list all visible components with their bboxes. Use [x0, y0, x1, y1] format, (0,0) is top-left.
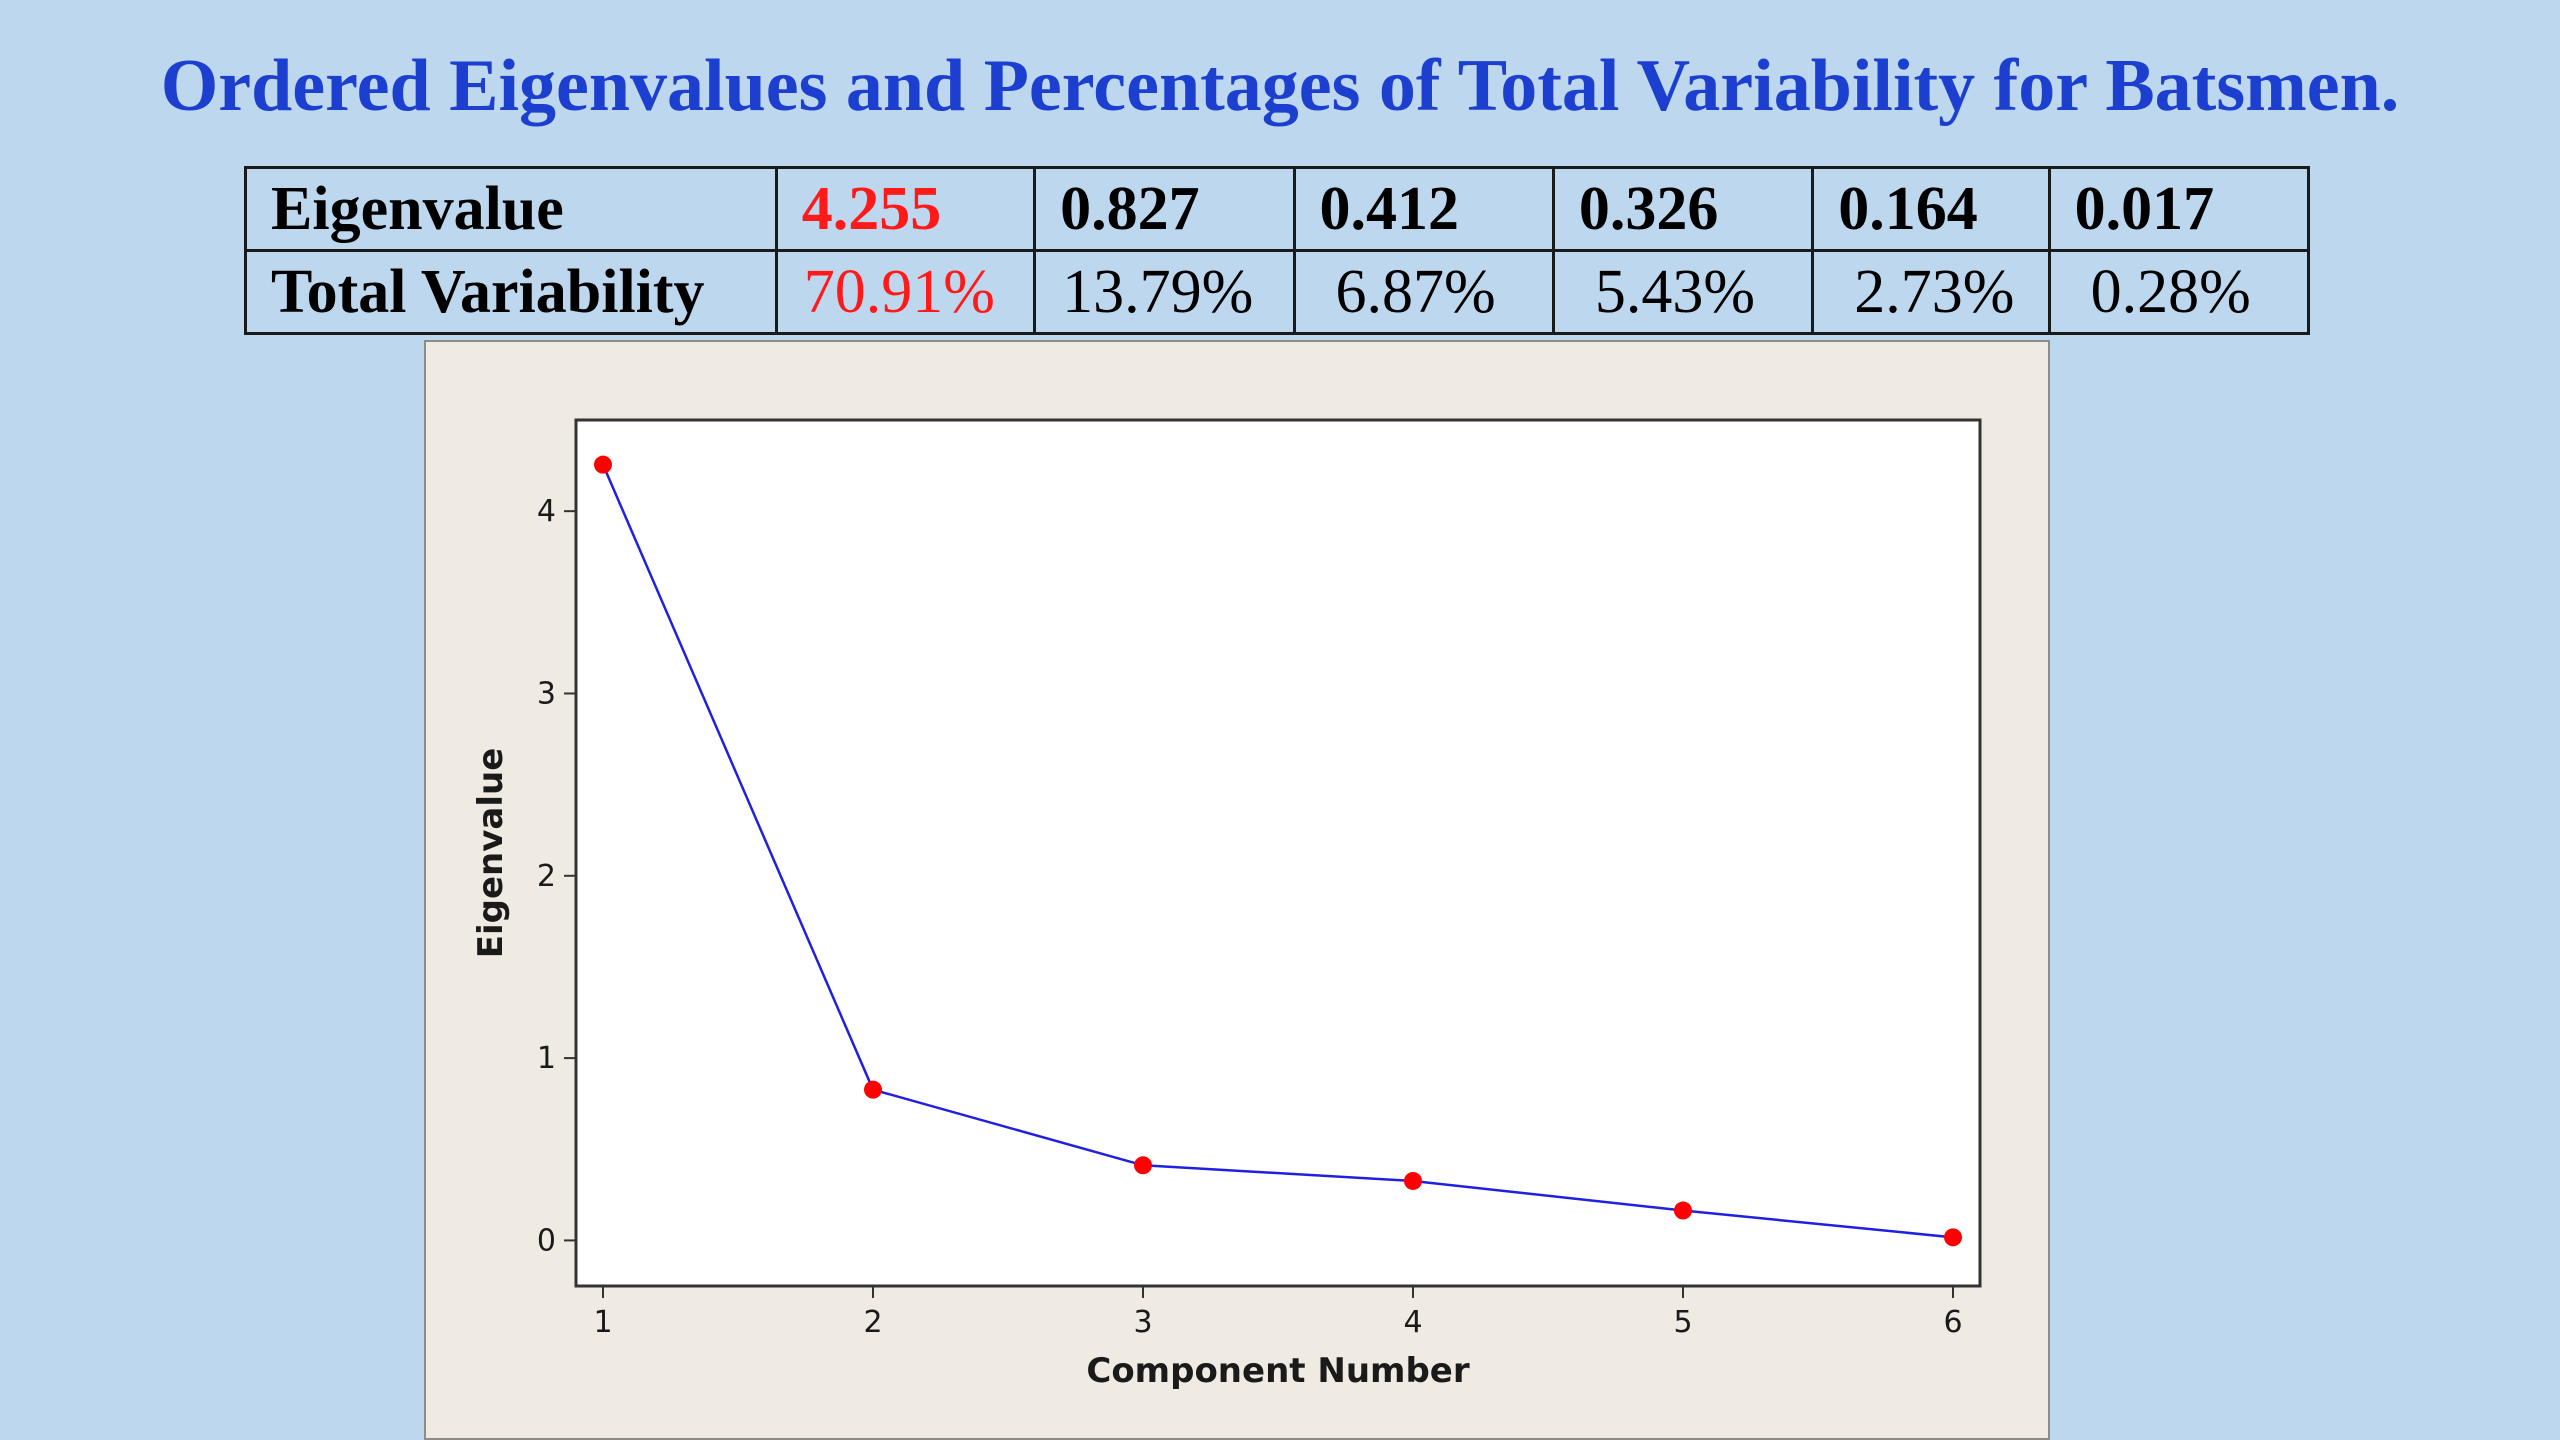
eigenvalue-cell: 0.412 [1292, 166, 1555, 252]
x-tick-label: 6 [1943, 1305, 1962, 1340]
data-point [864, 1080, 882, 1099]
plot-area [574, 418, 1982, 1288]
x-tick-label: 3 [1133, 1305, 1152, 1340]
row-label-variability: Total Variability [244, 249, 778, 335]
y-tick-label: 4 [537, 494, 556, 529]
data-point [1134, 1156, 1152, 1175]
data-point [1944, 1228, 1962, 1247]
scree-plot-panel: 0 1 2 3 4 1 2 3 4 5 6 Component Number Eigenvalue [424, 340, 2050, 1440]
data-point [594, 455, 612, 474]
x-tick-label: 5 [1673, 1305, 1692, 1340]
y-axis: 0 1 2 3 4 [537, 494, 576, 1258]
scree-plot: 0 1 2 3 4 1 2 3 4 5 6 Component Number Eigenvalue [471, 418, 1982, 1391]
eigenvalue-cell: 0.827 [1033, 166, 1296, 252]
table-row-variability: Total Variability 70.91% 13.79% 6.87% 5.… [244, 249, 2311, 335]
slide-title: Ordered Eigenvalues and Percentages of T… [160, 45, 2400, 127]
eigenvalue-cell: 0.326 [1551, 166, 1815, 252]
eigenvalue-series [594, 455, 1962, 1247]
y-tick-label: 2 [537, 859, 556, 894]
series-line [601, 464, 1954, 1239]
x-tick-label: 2 [863, 1305, 882, 1340]
y-tick-label: 3 [537, 676, 556, 711]
variability-cell: 0.28% [2047, 249, 2311, 335]
y-axis-label: Eigenvalue [471, 748, 511, 959]
variability-cell: 13.79% [1033, 249, 1296, 335]
variability-cell: 5.43% [1551, 249, 1815, 335]
x-tick-label: 4 [1403, 1305, 1422, 1340]
variability-cell: 2.73% [1811, 249, 2051, 335]
eigenvalue-cell: 4.255 [774, 166, 1037, 252]
y-tick-label: 1 [537, 1041, 556, 1076]
y-tick-label: 0 [537, 1223, 556, 1258]
x-axis-label: Component Number [1086, 1351, 1469, 1391]
table-row-eigenvalue: Eigenvalue 4.255 0.827 0.412 0.326 0.164… [244, 166, 2311, 252]
eigenvalue-cell: 0.017 [2047, 166, 2311, 252]
variability-cell: 70.91% [774, 249, 1037, 335]
data-point [1674, 1201, 1692, 1220]
variability-cell: 6.87% [1292, 249, 1555, 335]
eigenvalue-cell: 0.164 [1811, 166, 2051, 252]
eigenvalue-table: Eigenvalue 4.255 0.827 0.412 0.326 0.164… [244, 166, 2311, 335]
data-point [1404, 1171, 1422, 1190]
row-label-eigenvalue: Eigenvalue [244, 166, 778, 252]
x-axis: 1 2 3 4 5 6 [593, 1286, 1963, 1340]
x-tick-label: 1 [593, 1305, 612, 1340]
